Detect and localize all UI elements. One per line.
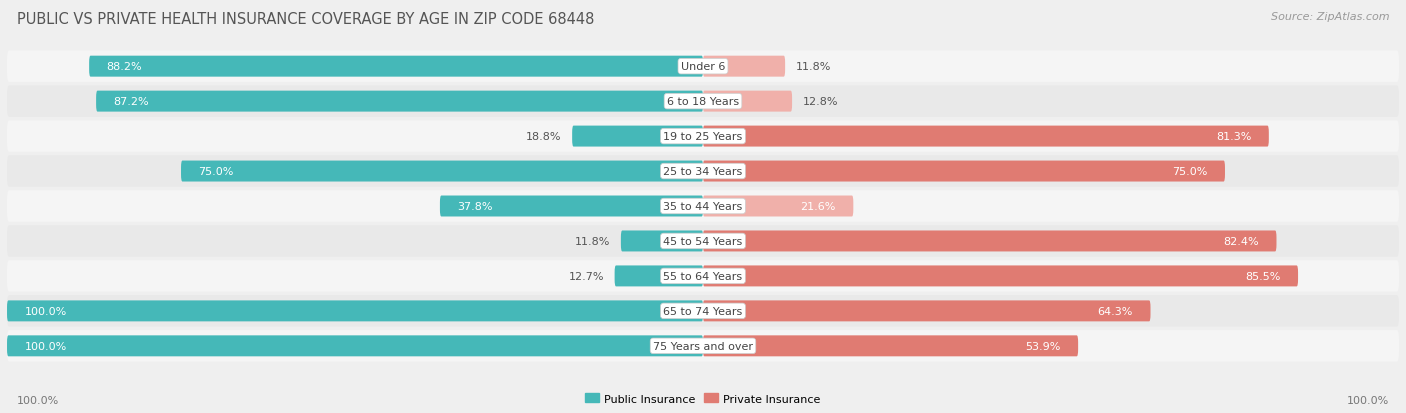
Text: 100.0%: 100.0% (24, 341, 66, 351)
Text: 100.0%: 100.0% (24, 306, 66, 316)
FancyBboxPatch shape (703, 301, 1150, 322)
FancyBboxPatch shape (7, 191, 1399, 222)
FancyBboxPatch shape (7, 156, 1399, 188)
Text: 11.8%: 11.8% (796, 62, 831, 72)
Text: 65 to 74 Years: 65 to 74 Years (664, 306, 742, 316)
Text: 75 Years and over: 75 Years and over (652, 341, 754, 351)
Text: 100.0%: 100.0% (17, 395, 59, 405)
FancyBboxPatch shape (7, 86, 1399, 118)
Text: 25 to 34 Years: 25 to 34 Years (664, 166, 742, 177)
Text: Under 6: Under 6 (681, 62, 725, 72)
FancyBboxPatch shape (621, 231, 703, 252)
Text: 11.8%: 11.8% (575, 236, 610, 247)
Text: 12.8%: 12.8% (803, 97, 838, 107)
FancyBboxPatch shape (89, 57, 703, 78)
Legend: Public Insurance, Private Insurance: Public Insurance, Private Insurance (581, 389, 825, 408)
FancyBboxPatch shape (614, 266, 703, 287)
FancyBboxPatch shape (572, 126, 703, 147)
Text: 19 to 25 Years: 19 to 25 Years (664, 132, 742, 142)
Text: 75.0%: 75.0% (1173, 166, 1208, 177)
Text: 82.4%: 82.4% (1223, 236, 1260, 247)
FancyBboxPatch shape (703, 57, 785, 78)
FancyBboxPatch shape (7, 295, 1399, 327)
FancyBboxPatch shape (181, 161, 703, 182)
FancyBboxPatch shape (703, 266, 1298, 287)
Text: 21.6%: 21.6% (800, 202, 837, 211)
FancyBboxPatch shape (7, 301, 703, 322)
Text: 6 to 18 Years: 6 to 18 Years (666, 97, 740, 107)
Text: 55 to 64 Years: 55 to 64 Years (664, 271, 742, 281)
FancyBboxPatch shape (703, 161, 1225, 182)
Text: 75.0%: 75.0% (198, 166, 233, 177)
FancyBboxPatch shape (703, 126, 1268, 147)
FancyBboxPatch shape (7, 51, 1399, 83)
Text: 12.7%: 12.7% (568, 271, 605, 281)
FancyBboxPatch shape (7, 335, 703, 356)
Text: 35 to 44 Years: 35 to 44 Years (664, 202, 742, 211)
FancyBboxPatch shape (703, 91, 792, 112)
FancyBboxPatch shape (7, 225, 1399, 257)
Text: 81.3%: 81.3% (1216, 132, 1251, 142)
FancyBboxPatch shape (7, 330, 1399, 362)
Text: 45 to 54 Years: 45 to 54 Years (664, 236, 742, 247)
FancyBboxPatch shape (96, 91, 703, 112)
FancyBboxPatch shape (703, 335, 1078, 356)
Text: 64.3%: 64.3% (1098, 306, 1133, 316)
FancyBboxPatch shape (703, 231, 1277, 252)
Text: 87.2%: 87.2% (114, 97, 149, 107)
Text: 85.5%: 85.5% (1246, 271, 1281, 281)
Text: PUBLIC VS PRIVATE HEALTH INSURANCE COVERAGE BY AGE IN ZIP CODE 68448: PUBLIC VS PRIVATE HEALTH INSURANCE COVER… (17, 12, 595, 27)
Text: 18.8%: 18.8% (526, 132, 562, 142)
Text: 53.9%: 53.9% (1025, 341, 1060, 351)
FancyBboxPatch shape (7, 261, 1399, 292)
Text: 37.8%: 37.8% (457, 202, 494, 211)
FancyBboxPatch shape (7, 121, 1399, 152)
Text: Source: ZipAtlas.com: Source: ZipAtlas.com (1271, 12, 1389, 22)
FancyBboxPatch shape (703, 196, 853, 217)
FancyBboxPatch shape (440, 196, 703, 217)
Text: 88.2%: 88.2% (107, 62, 142, 72)
Text: 100.0%: 100.0% (1347, 395, 1389, 405)
